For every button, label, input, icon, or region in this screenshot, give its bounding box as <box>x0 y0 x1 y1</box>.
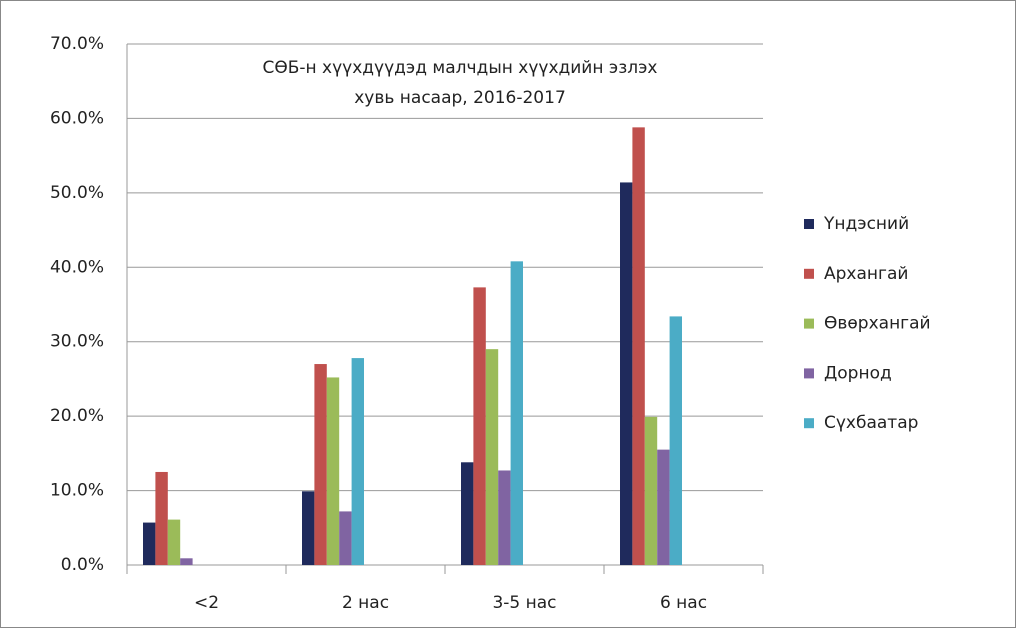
bar <box>510 261 523 565</box>
legend-label: Өвөрхангай <box>824 314 931 334</box>
bar <box>180 558 193 565</box>
y-tick-label: 40.0% <box>50 257 104 277</box>
y-tick-label: 0.0% <box>61 555 104 575</box>
x-tick-label: <2 <box>194 593 219 613</box>
legend-swatch <box>804 318 814 329</box>
legend-label: Үндэсний <box>823 214 909 234</box>
legend-swatch <box>804 368 814 379</box>
legend-label: Дорнод <box>824 363 892 383</box>
y-tick-label: 30.0% <box>50 332 104 352</box>
legend-label: Сүхбаатар <box>824 413 918 433</box>
legend-label: Архангай <box>824 264 908 284</box>
y-tick-label: 70.0% <box>50 34 104 54</box>
bar <box>473 287 486 565</box>
x-tick-label: 2 нас <box>342 593 389 613</box>
legend-swatch <box>804 418 814 429</box>
y-tick-label: 10.0% <box>50 481 104 501</box>
legend-swatch <box>804 268 814 279</box>
bar <box>302 491 315 565</box>
chart-title: СӨБ-н хүүхдүүдэд малчдын хүүхдийн эзлэх <box>262 58 657 78</box>
y-tick-label: 50.0% <box>50 183 104 203</box>
bar <box>167 519 181 565</box>
bar <box>485 349 499 565</box>
x-tick-label: 3-5 нас <box>492 593 556 613</box>
bar <box>339 511 352 565</box>
x-tick-label: 6 нас <box>660 593 707 613</box>
bar <box>620 182 633 566</box>
bar <box>143 522 156 565</box>
y-tick-label: 20.0% <box>50 406 104 426</box>
bar <box>314 364 327 565</box>
bar <box>155 471 168 565</box>
bar <box>657 449 670 565</box>
legend-swatch <box>804 219 814 229</box>
bar <box>632 127 645 566</box>
bar <box>498 470 511 565</box>
y-tick-label: 60.0% <box>50 108 104 128</box>
bar <box>644 416 658 565</box>
chart-title: хувь насаар, 2016-2017 <box>354 88 566 108</box>
bar <box>669 316 682 565</box>
bar <box>351 358 364 565</box>
bar <box>461 462 474 565</box>
bar <box>326 377 340 565</box>
